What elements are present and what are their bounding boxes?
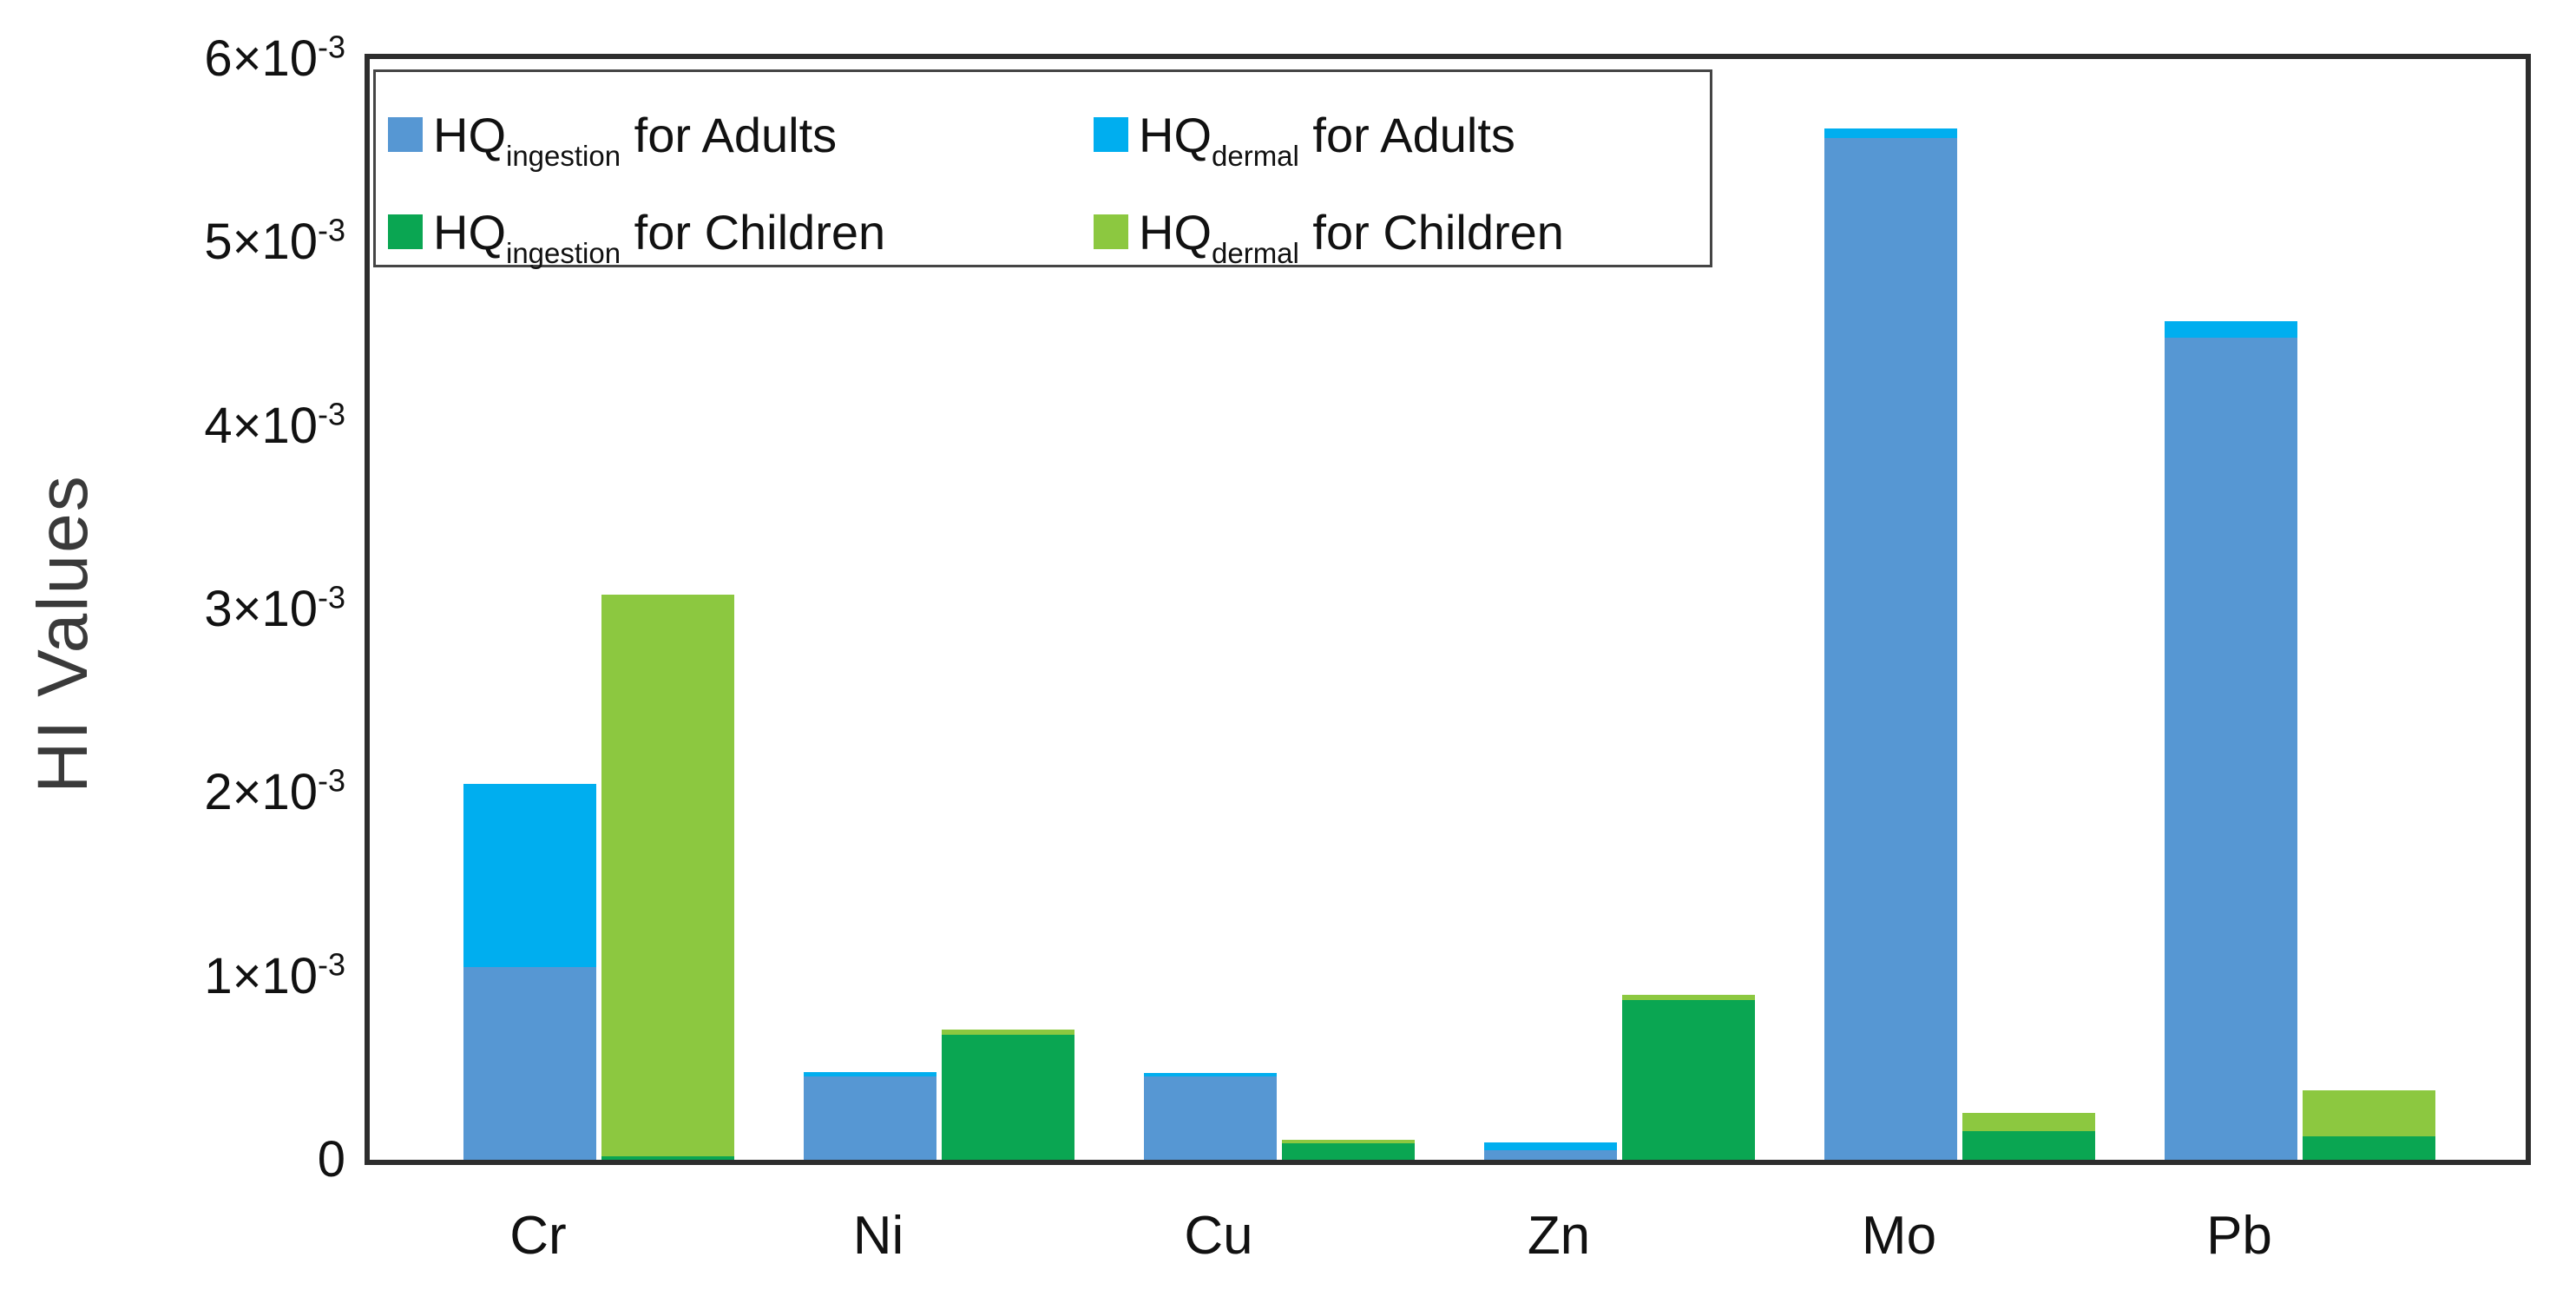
bar-pb-adults-ingestion (2165, 338, 2297, 1160)
bar-pb-adults-dermal (2165, 321, 2297, 339)
bar-mo-adults-dermal (1824, 128, 1957, 138)
legend-swatch (1094, 214, 1128, 249)
y-tick-label: 5×10-3 (204, 213, 345, 271)
bar-zn-adults-dermal (1484, 1142, 1617, 1151)
legend-label: HQdermal for Adults (1139, 107, 1515, 172)
x-tick-label-cr: Cr (509, 1206, 567, 1266)
bar-ni-adults-dermal (804, 1071, 936, 1076)
legend-item: HQingestion for Adults (388, 101, 838, 172)
legend-label: HQdermal for Children (1139, 204, 1564, 269)
bar-cr-children-ingestion (601, 1155, 734, 1160)
y-tick-label: 1×10-3 (204, 946, 345, 1004)
x-tick-label-cu: Cu (1184, 1206, 1253, 1266)
bar-pb-children-ingestion (2303, 1135, 2435, 1160)
x-tick-label-zn: Zn (1527, 1206, 1591, 1266)
bar-zn-children-ingestion (1622, 1000, 1755, 1160)
bar-cr-adults-ingestion (463, 967, 596, 1160)
bar-cu-children-ingestion (1282, 1142, 1415, 1160)
bar-zn-children-dermal (1622, 994, 1755, 1001)
bar-mo-adults-ingestion (1824, 137, 1957, 1160)
bar-ni-adults-ingestion (804, 1076, 936, 1160)
legend-item: HQingestion for Children (388, 198, 886, 269)
bar-zn-adults-ingestion (1484, 1150, 1617, 1160)
y-tick-label: 3×10-3 (204, 579, 345, 637)
bar-mo-children-dermal (1962, 1113, 2095, 1132)
bar-cr-adults-dermal (463, 783, 596, 968)
y-tick-label: 2×10-3 (204, 763, 345, 821)
bar-mo-children-ingestion (1962, 1131, 2095, 1160)
bar-cr-children-dermal (601, 595, 734, 1156)
legend-item: HQdermal for Adults (1094, 101, 1515, 172)
legend-item: HQdermal for Children (1094, 198, 1564, 269)
bar-cu-adults-ingestion (1144, 1076, 1277, 1160)
y-tick-label: 6×10-3 (204, 29, 345, 87)
bar-cu-children-dermal (1282, 1139, 1415, 1143)
x-tick-label-mo: Mo (1861, 1206, 1937, 1266)
x-tick-label-ni: Ni (852, 1206, 904, 1266)
y-tick-label: 4×10-3 (204, 396, 345, 454)
legend-label: HQingestion for Adults (433, 107, 838, 172)
legend-swatch (388, 214, 423, 249)
legend-label: HQingestion for Children (433, 204, 886, 269)
bar-cu-adults-dermal (1144, 1072, 1277, 1076)
bar-pb-children-dermal (2303, 1089, 2435, 1136)
bar-ni-children-dermal (942, 1029, 1074, 1036)
bar-ni-children-ingestion (942, 1035, 1074, 1160)
legend: HQingestion for Adults HQdermal for Adult… (373, 69, 1712, 267)
y-tick-label: 0 (317, 1131, 345, 1188)
legend-swatch (388, 117, 423, 152)
x-tick-label-pb: Pb (2206, 1206, 2272, 1266)
legend-swatch (1094, 117, 1128, 152)
